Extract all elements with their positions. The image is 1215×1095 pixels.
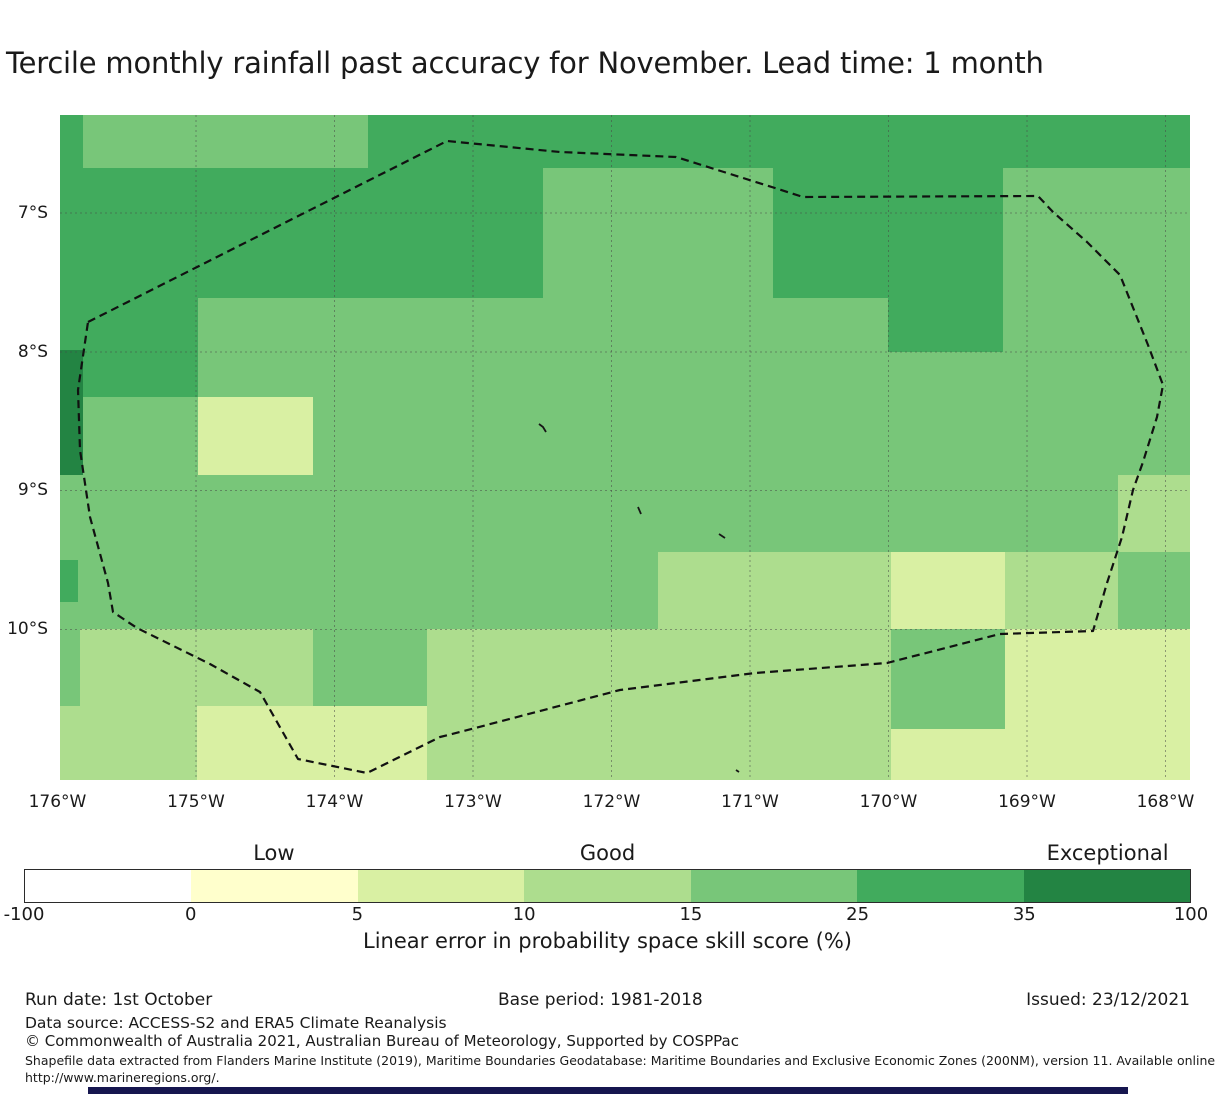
map-cell-5-10 [1005,629,1190,780]
map-cell-5-10 [197,706,427,780]
map-cell-25-35 [888,245,1003,352]
map-cell-10-15 [658,552,891,629]
colorbar-segment [191,870,358,902]
y-tick-label: 8°S [17,342,48,362]
island-coastline [637,506,642,515]
x-tick-label: 171°W [721,792,779,812]
map-cell-15-25 [83,115,368,168]
bottom-bar [88,1087,1128,1094]
y-tick-label: 7°S [17,203,48,223]
run-date-text: Run date: 1st October [25,990,213,1010]
colorbar-segment [857,870,1024,902]
colorbar-tick-label: 100 [1173,904,1209,925]
map-cell-5-10 [891,729,1005,780]
map-cell-35-100 [60,350,83,475]
map-cell-10-15 [1005,552,1118,629]
shapefile-credit-line1: Shapefile data extracted from Flanders M… [25,1053,1215,1068]
island-coastline [718,533,726,539]
colorbar-segment [25,870,192,902]
map-cell-10-15 [60,706,197,780]
colorbar-tick-label: 10 [512,904,536,925]
x-tick-label: 174°W [305,792,364,812]
colorbar-segment [357,870,525,902]
x-tick-label: 170°W [859,792,918,812]
colorbar-axis-label: Linear error in probability space skill … [363,929,852,953]
colorbar-category-label: Exceptional [1046,841,1169,865]
exclusive-economic-zone-dashed-boundary [76,139,1165,775]
map-cells [60,115,1190,780]
x-tick-label: 172°W [582,792,641,812]
x-tick-label: 173°W [444,792,502,812]
copyright-text: © Commonwealth of Australia 2021, Austra… [25,1032,739,1050]
map-cell-10-15 [80,629,313,706]
colorbar-category-label: Low [253,841,295,865]
map-panel [60,115,1190,780]
colorbar-tick-label: 0 [184,904,197,925]
y-tick-label: 10°S [7,619,48,639]
map-cell-5-10 [891,552,1005,629]
colorbar-category-label: Good [579,841,636,865]
x-tick-label: 176°W [28,792,87,812]
map-cell-10-15 [427,629,891,780]
page-title: Tercile monthly rainfall past accuracy f… [6,46,1044,80]
data-source-text: Data source: ACCESS-S2 and ERA5 Climate … [25,1014,447,1032]
map-cell-25-35 [60,560,78,602]
colorbar-tick-label: 5 [351,904,364,925]
map-cell-25-35 [60,245,198,397]
colorbar-tick-label: 25 [846,904,870,925]
colorbar-tick-label: -100 [3,904,45,925]
issued-date-text: Issued: 23/12/2021 [1026,990,1190,1010]
colorbar-segment [524,870,691,902]
map-overlay [60,115,1190,780]
map-cell-10-15 [1118,475,1190,552]
colorbar-tick-label: 35 [1012,904,1036,925]
colorbar-segment [1023,870,1190,902]
base-period-text: Base period: 1981-2018 [498,990,703,1010]
y-tick-label: 9°S [17,480,48,500]
x-tick-label: 169°W [998,792,1056,812]
shapefile-credit-url: http://www.marineregions.org/. [25,1070,220,1085]
island-coastline [735,769,740,773]
map-cell-5-10 [198,397,313,475]
x-tick-label: 175°W [167,792,225,812]
x-tick-label: 168°W [1136,792,1195,812]
colorbar-tick-label: 15 [679,904,703,925]
colorbar [24,869,1191,903]
colorbar-segment [690,870,858,902]
island-coastline [538,423,547,433]
